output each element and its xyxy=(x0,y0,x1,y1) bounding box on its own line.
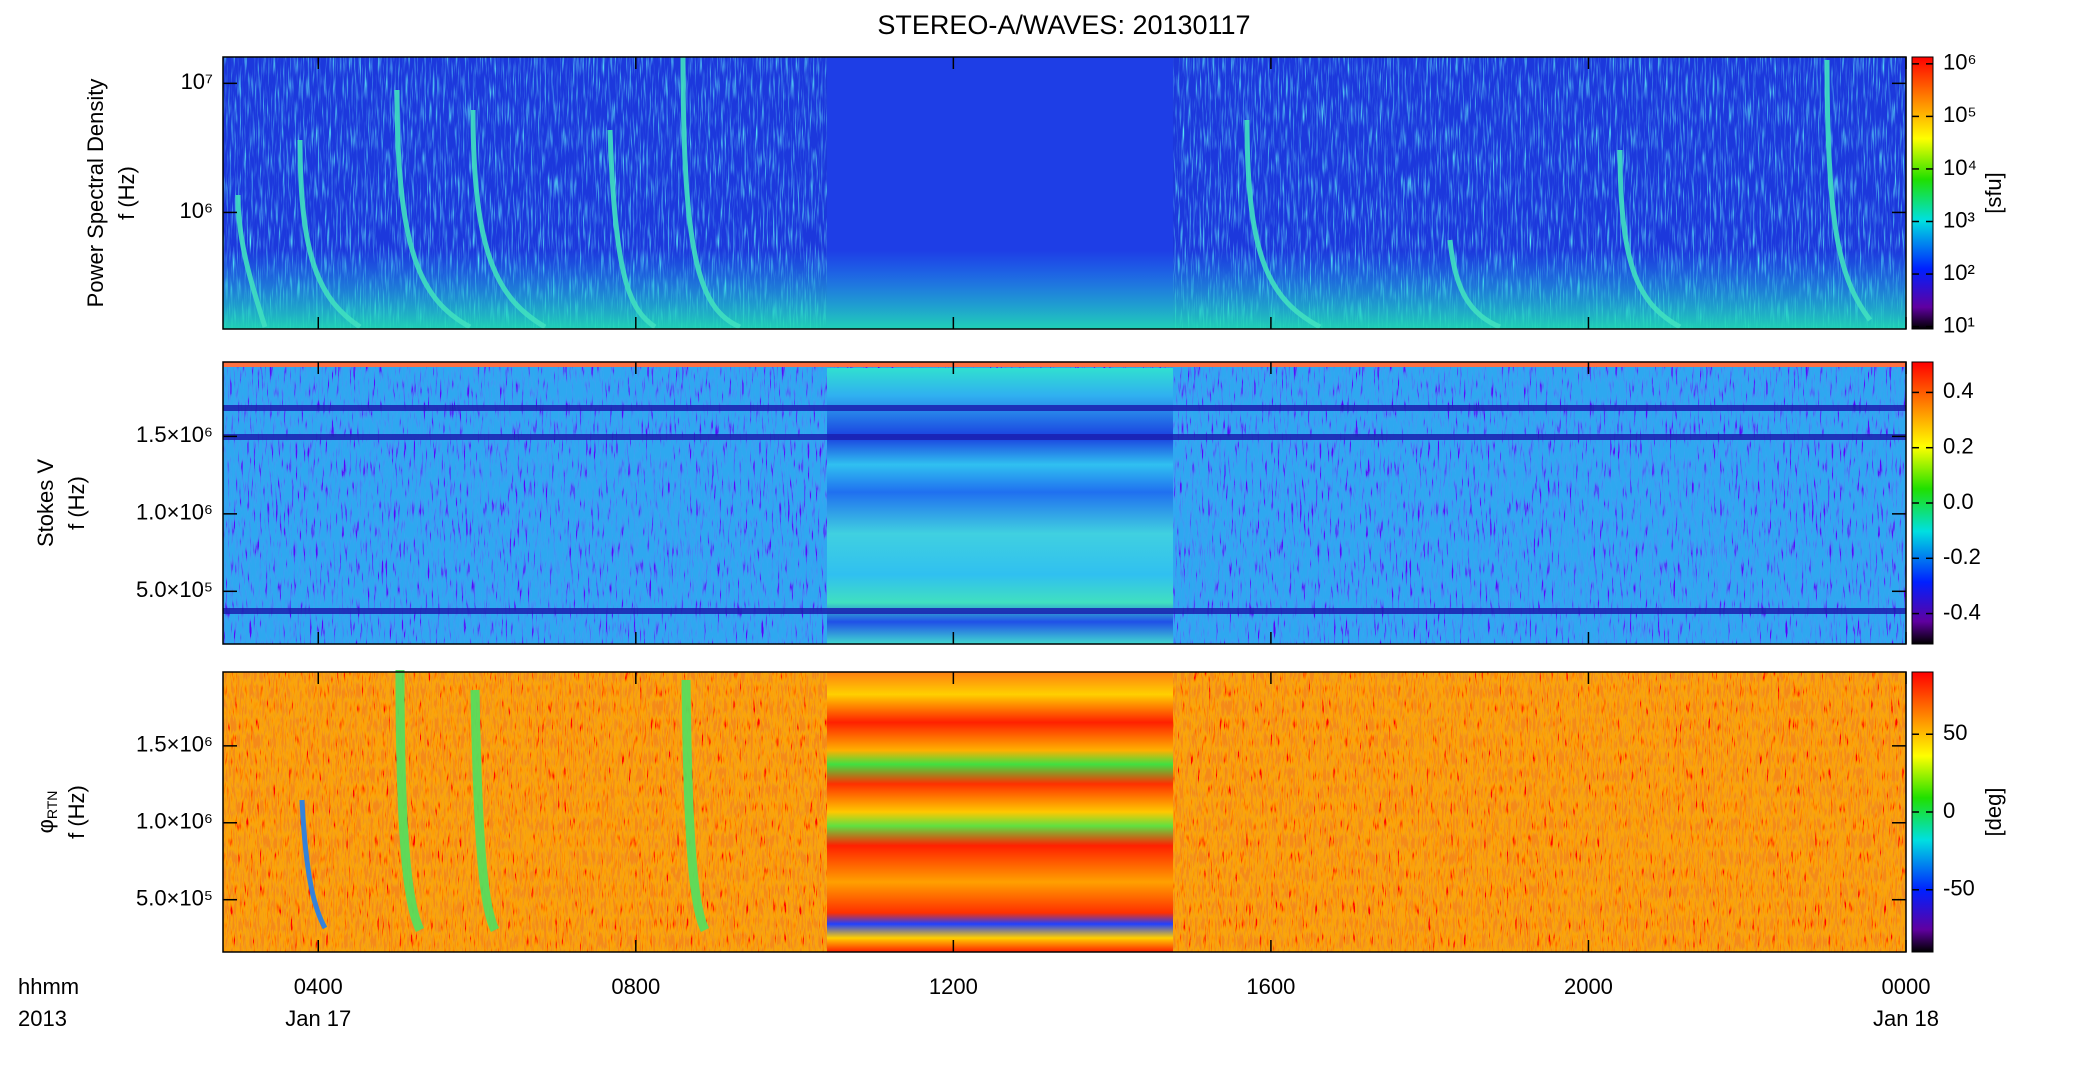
y-axis-label-subscript: RTN xyxy=(44,791,60,820)
y-tick-label: 10⁶ xyxy=(179,198,213,223)
y-axis-label-name: Power Spectral Density xyxy=(83,79,108,308)
colorbars xyxy=(1911,56,1934,953)
colorbar-tick-label: 10⁶ xyxy=(1943,50,1977,75)
y-axis-label-unit: f (Hz) xyxy=(64,785,89,839)
colorbar-tick-label: 0.2 xyxy=(1943,434,1974,459)
y-tick-label: 1.0×10⁶ xyxy=(136,809,213,834)
colorbar-tick-label: 0.4 xyxy=(1943,378,1974,403)
x-tick-label: 0000 xyxy=(1882,974,1931,999)
x-axis-label: hhmm xyxy=(18,974,79,999)
colorbar-tick-label: 10¹ xyxy=(1943,312,1975,337)
y-tick-label: 5.0×10⁵ xyxy=(136,886,213,911)
x-tick-label: 1200 xyxy=(929,974,978,999)
colorbar-tick-label: 10⁴ xyxy=(1943,155,1977,180)
y-tick-label: 10⁷ xyxy=(181,69,213,94)
colorbar-tick-label: -0.4 xyxy=(1943,599,1981,624)
x-tick-label: 2000 xyxy=(1564,974,1613,999)
y-tick-label: 1.5×10⁶ xyxy=(136,422,213,447)
colorbar-tick-label: 0.0 xyxy=(1943,489,1974,514)
x-tick-label: 1600 xyxy=(1246,974,1295,999)
spectrogram-image xyxy=(223,56,1906,330)
x-date-label: Jan 18 xyxy=(1873,1006,1939,1031)
spectrogram-image xyxy=(223,669,1906,952)
y-axis-label-unit: f (Hz) xyxy=(114,166,139,220)
colorbar-tick-label: 50 xyxy=(1943,720,1967,745)
colorbar-label: [sfu] xyxy=(1981,172,2006,214)
colorbar-tick-label: -0.2 xyxy=(1943,544,1981,569)
colorbar-tick-label: 0 xyxy=(1943,798,1955,823)
panel-frames xyxy=(222,56,1907,953)
y-tick-label: 1.5×10⁶ xyxy=(136,732,213,757)
x-tick-label: 0800 xyxy=(611,974,660,999)
x-tick-label: 0400 xyxy=(294,974,343,999)
y-axis-label: φRTN xyxy=(33,791,60,834)
y-axis-label-name: Stokes V xyxy=(33,459,58,547)
colorbar-tick-label: 10³ xyxy=(1943,207,1975,232)
y-axis-label-unit: f (Hz) xyxy=(64,476,89,530)
chart-title: STEREO-A/WAVES: 20130117 xyxy=(877,10,1250,40)
y-tick-label: 1.0×10⁶ xyxy=(136,500,213,525)
colorbar-tick-label: 10² xyxy=(1943,260,1975,285)
y-tick-label: 5.0×10⁵ xyxy=(136,577,213,602)
spectrogram-image xyxy=(223,362,1906,644)
colorbar-tick-label: -50 xyxy=(1943,876,1975,901)
colorbar-label: [deg] xyxy=(1981,788,2006,837)
x-axis-year: 2013 xyxy=(18,1006,67,1031)
y-axis-label-name: φ xyxy=(33,819,58,833)
x-date-label: Jan 17 xyxy=(285,1006,351,1031)
y-axis-label: Stokes V xyxy=(33,459,58,547)
colorbar-tick-label: 10⁵ xyxy=(1943,102,1977,127)
y-axis-label: Power Spectral Density xyxy=(83,79,108,308)
